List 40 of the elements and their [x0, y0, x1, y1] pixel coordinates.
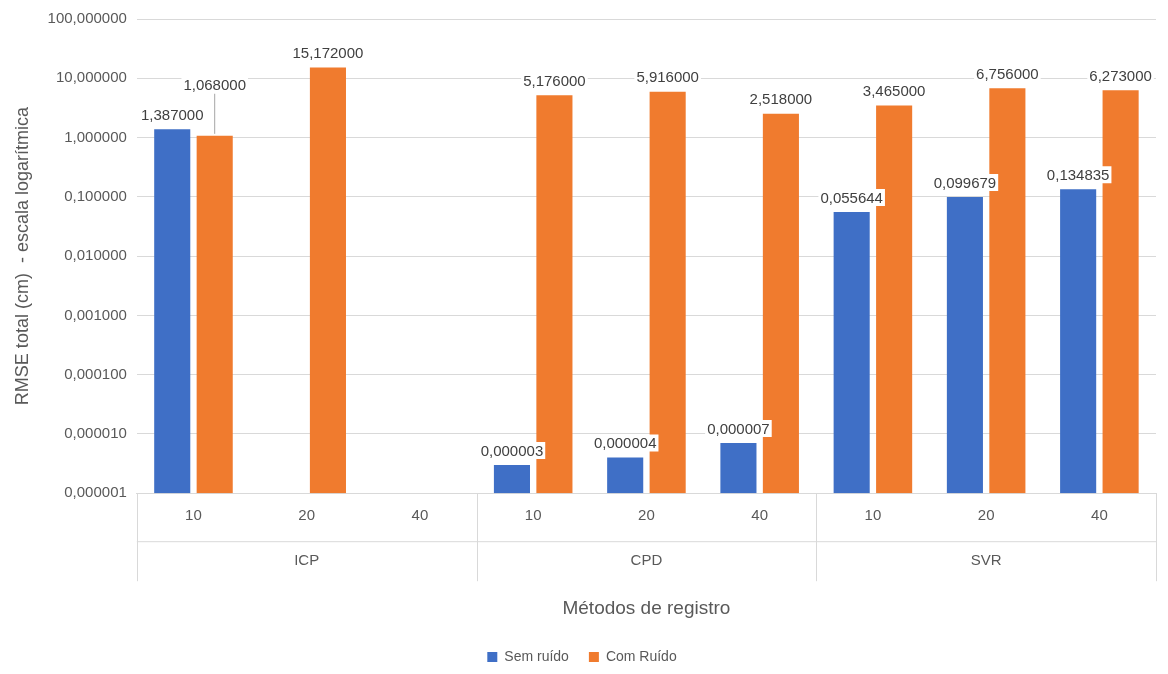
text: ICP	[294, 551, 320, 569]
text: SVR	[970, 551, 1002, 569]
y-tick-label: 0,001000	[64, 305, 127, 323]
x-axis-title: Métodos de registro	[562, 596, 731, 618]
y-axis-title: RMSE total (cm) - escala logarítmica	[11, 106, 32, 406]
data-label: 2,518000	[749, 90, 813, 108]
x-tick-label: 10	[185, 506, 202, 524]
data-label: 5,916000	[636, 68, 699, 86]
data-label: 15,172000	[292, 44, 364, 62]
data-label: 0,099679	[933, 173, 997, 191]
y-tick-label: 0,000100	[64, 364, 127, 382]
text: CPD	[630, 551, 663, 569]
data-label: 0,000004	[593, 434, 657, 452]
data-label: 3,465000	[862, 82, 926, 100]
x-tick-label: 40	[751, 506, 769, 524]
x-tick-label: 20	[638, 506, 655, 524]
data-label: 1,387000	[140, 105, 204, 123]
data-label: 0,055644	[820, 188, 883, 206]
x-tick-label: 10	[524, 506, 542, 524]
y-tick-label: 1,000000	[64, 127, 127, 145]
x-tick-label: 20	[298, 506, 316, 524]
data-label: 1,068000	[183, 76, 246, 94]
y-tick-label: 10,000000	[55, 68, 127, 86]
y-tick-label: 0,000001	[64, 483, 127, 501]
data-label: 6,756000	[976, 65, 1039, 83]
legend-label: Sem ruído	[504, 647, 570, 664]
y-tick-label: 100,000000	[47, 9, 127, 27]
x-tick-label: 40	[1091, 506, 1108, 524]
legend-label: Com Ruído	[605, 647, 677, 664]
data-label: 5,176000	[523, 71, 586, 89]
data-label: 0,000007	[707, 419, 770, 437]
x-tick-label: 40	[411, 506, 429, 524]
data-label: 0,000003	[480, 441, 544, 459]
data-label: 0,134835	[1046, 165, 1110, 183]
y-tick-label: 0,010000	[64, 246, 127, 264]
data-label: 6,273000	[1089, 66, 1152, 84]
y-tick-label: 0,100000	[64, 186, 127, 204]
x-tick-label: 10	[864, 506, 882, 524]
y-tick-label: 0,000010	[64, 424, 127, 442]
x-tick-label: 20	[977, 506, 995, 524]
